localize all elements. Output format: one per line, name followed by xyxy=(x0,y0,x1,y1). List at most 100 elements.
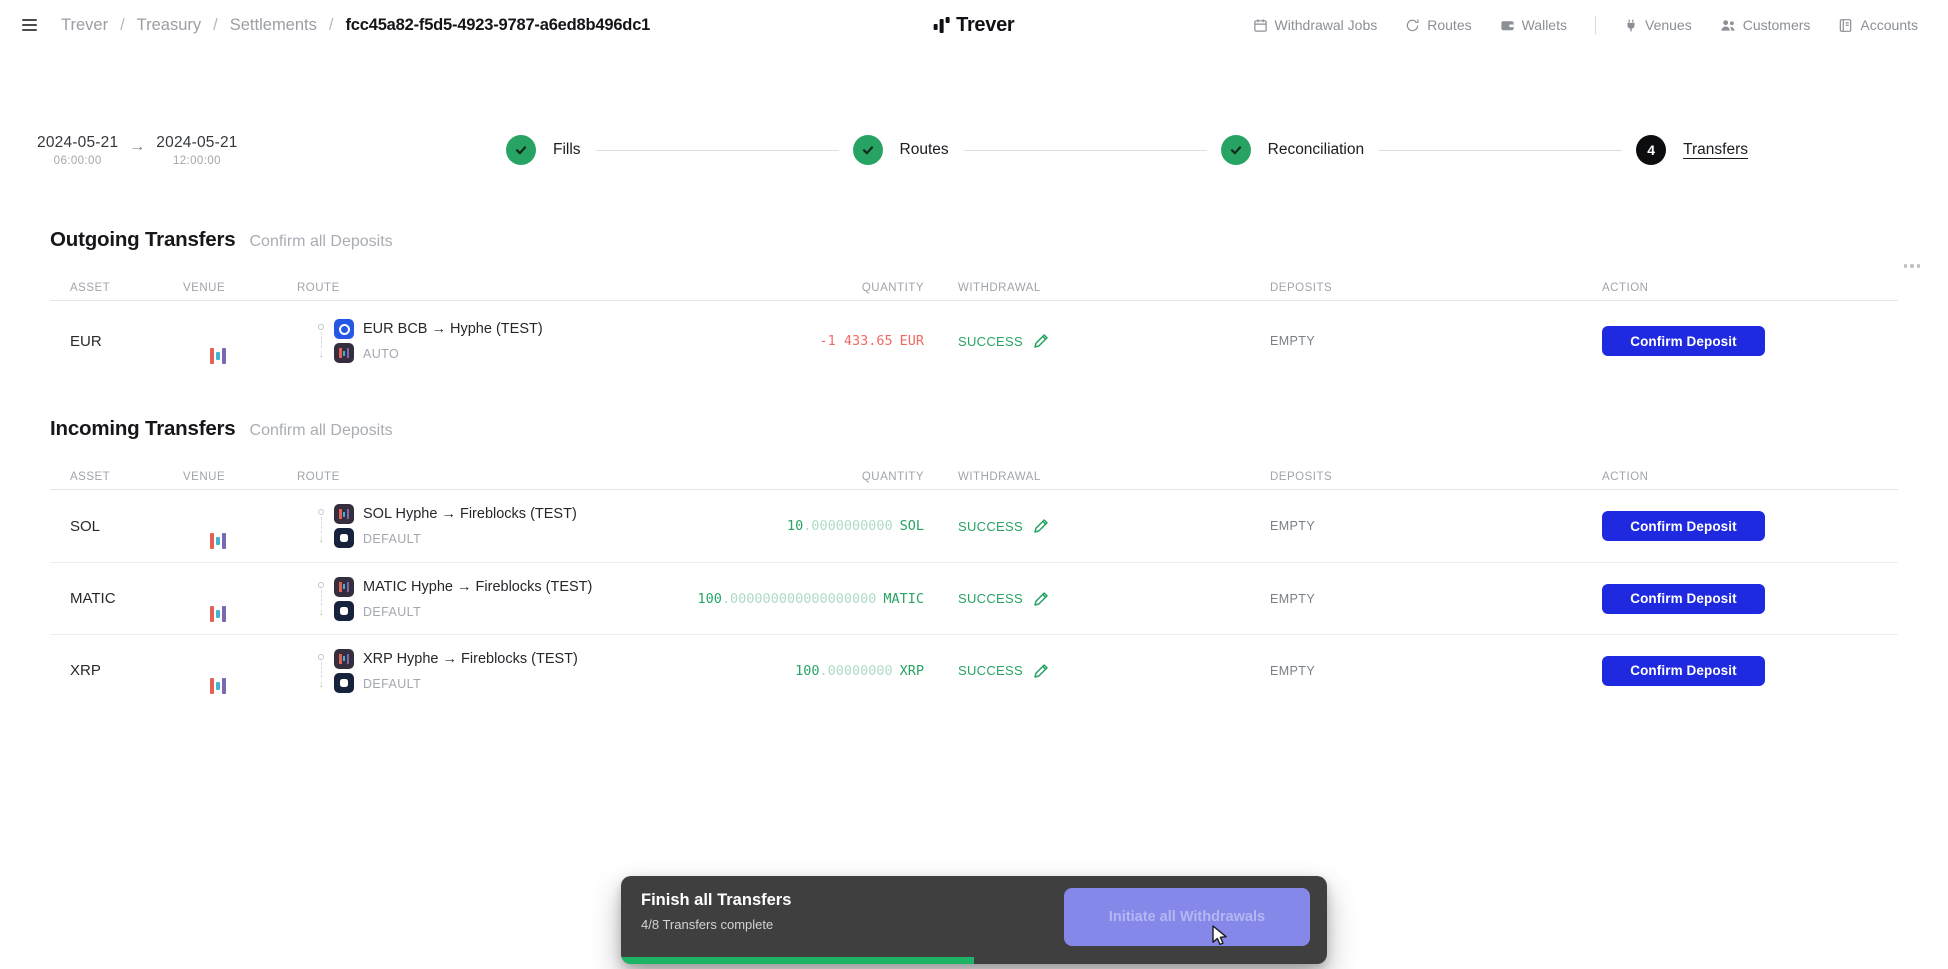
breadcrumb-item-trever[interactable]: Trever xyxy=(61,15,109,34)
nav-item-routes[interactable]: Routes xyxy=(1405,17,1472,33)
fireblocks-icon xyxy=(334,600,354,621)
column-header-venue: VENUE xyxy=(183,470,226,483)
deposits-status: EMPTY xyxy=(1270,334,1316,348)
ledger-book-icon xyxy=(1838,18,1853,33)
quantity-zeros: .00000000 xyxy=(819,662,893,679)
quantity-unit: EUR xyxy=(899,333,924,349)
route-journey-icon: ↓ xyxy=(317,577,325,621)
nav-divider xyxy=(1595,16,1596,34)
route-icons xyxy=(334,504,354,548)
step-label: Routes xyxy=(899,141,949,158)
toast-progress-track xyxy=(621,957,1327,964)
route-cell: ↓ EUR BCB → Hyphe (TEST) AUTO xyxy=(297,319,694,363)
more-options-icon[interactable] xyxy=(1903,264,1920,268)
deposits-status: EMPTY xyxy=(1270,663,1316,678)
column-header-deposits: DEPOSITS xyxy=(1270,470,1333,483)
action-cell: Confirm Deposit xyxy=(1600,511,1898,541)
action-cell: Confirm Deposit xyxy=(1600,655,1898,686)
step-connector xyxy=(963,149,1207,151)
column-header-withdrawal: WITHDRAWAL xyxy=(958,281,1041,294)
route-journey-icon: ↓ xyxy=(317,504,325,548)
edit-pencil-icon[interactable] xyxy=(1032,590,1050,608)
step-fills[interactable]: Fills xyxy=(506,135,581,165)
hyphe-icon xyxy=(334,576,354,597)
nav-item-accounts[interactable]: Accounts xyxy=(1838,17,1918,33)
step-label: Fills xyxy=(553,141,581,158)
edit-pencil-icon[interactable] xyxy=(1032,332,1050,350)
withdrawal-cell: SUCCESS xyxy=(958,662,1270,680)
quantity-value: 100.000000000000000000 MATIC xyxy=(694,591,958,607)
people-icon xyxy=(1720,18,1736,33)
confirm-deposit-button[interactable]: Confirm Deposit xyxy=(1602,326,1765,356)
quantity-main: 100 xyxy=(697,590,722,607)
confirm-all-deposits-link[interactable]: Confirm all Deposits xyxy=(249,422,393,439)
breadcrumb: Trever / Treasury / Settlements / fcc45a… xyxy=(61,16,650,35)
confirm-deposit-button[interactable]: Confirm Deposit xyxy=(1602,511,1765,541)
nav-item-customers[interactable]: Customers xyxy=(1720,17,1810,33)
breadcrumb-separator: / xyxy=(120,15,125,34)
check-circle-icon xyxy=(506,135,536,165)
nav-item-withdrawal-jobs[interactable]: Withdrawal Jobs xyxy=(1253,17,1377,33)
to-date: 2024-05-21 xyxy=(156,133,238,151)
trever-logo[interactable]: Trever xyxy=(933,14,1015,37)
column-header-deposits: DEPOSITS xyxy=(1270,281,1333,294)
initiate-all-withdrawals-button[interactable]: Initiate all Withdrawals xyxy=(1064,888,1310,946)
toast-progress-fill xyxy=(621,957,974,964)
route-text: XRP Hyphe → Fireblocks (TEST) DEFAULT xyxy=(363,650,578,692)
edit-pencil-icon[interactable] xyxy=(1032,662,1050,680)
column-header-quantity: QUANTITY xyxy=(861,470,924,483)
nav-label: Wallets xyxy=(1521,17,1567,33)
main-content: Outgoing Transfers Confirm all Deposits … xyxy=(50,210,1898,706)
withdrawal-status: SUCCESS xyxy=(958,518,1023,534)
route-text: MATIC Hyphe → Fireblocks (TEST) DEFAULT xyxy=(363,578,592,620)
route-mode: DEFAULT xyxy=(363,532,422,546)
arrow-right-icon: → xyxy=(129,138,146,155)
column-header-asset: ASSET xyxy=(70,470,111,483)
step-label[interactable]: Transfers xyxy=(1683,141,1748,158)
hamburger-menu-icon[interactable] xyxy=(22,19,37,31)
asset-label: XRP xyxy=(70,662,101,679)
confirm-deposit-button[interactable]: Confirm Deposit xyxy=(1602,583,1765,614)
column-header-route: ROUTE xyxy=(297,470,340,483)
nav-item-venues[interactable]: Venues xyxy=(1624,17,1692,33)
breadcrumb-current-settlement-id: fcc45a82-f5d5-4923-9787-a6ed8b496dc1 xyxy=(345,15,651,34)
withdrawal-cell: SUCCESS xyxy=(958,517,1270,535)
time-range-to: 2024-05-21 12:00:00 xyxy=(156,134,237,167)
quantity-unit: MATIC xyxy=(883,590,924,607)
route-icons xyxy=(334,319,354,363)
table-row-eur: EUR ↓ EUR BCB → Hyphe (TEST) AUTO -1 433… xyxy=(50,301,1898,381)
quantity-value: 100.00000000 XRP xyxy=(694,663,958,679)
edit-pencil-icon[interactable] xyxy=(1032,517,1050,535)
quantity-value: -1 433.65 EUR xyxy=(694,333,958,349)
route-mode: AUTO xyxy=(363,347,400,361)
fireblocks-icon xyxy=(334,672,354,693)
confirm-deposit-button[interactable]: Confirm Deposit xyxy=(1602,655,1765,686)
route-mode: DEFAULT xyxy=(363,604,422,619)
withdrawal-cell: SUCCESS xyxy=(958,332,1270,350)
route-icons xyxy=(334,576,354,621)
withdrawal-status: SUCCESS xyxy=(958,663,1023,678)
incoming-table-header: ASSET VENUE ROUTE QUANTITY WITHDRAWAL DE… xyxy=(50,464,1898,490)
confirm-all-deposits-link[interactable]: Confirm all Deposits xyxy=(249,233,393,250)
route-text: SOL Hyphe → Fireblocks (TEST) DEFAULT xyxy=(363,505,577,547)
quantity-zeros: .000000000000000000 xyxy=(721,590,877,607)
breadcrumb-separator: / xyxy=(213,15,218,34)
route-title: MATIC Hyphe → Fireblocks (TEST) xyxy=(363,578,593,595)
route-journey-icon: ↓ xyxy=(317,319,325,363)
step-transfers[interactable]: 4 Transfers xyxy=(1636,135,1748,165)
quantity-unit: XRP xyxy=(899,662,924,679)
asset-label: SOL xyxy=(70,517,101,535)
route-cell: ↓ XRP Hyphe → Fireblocks (TEST) DEFAULT xyxy=(297,648,694,693)
topbar: Trever / Treasury / Settlements / fcc45a… xyxy=(0,0,1948,50)
breadcrumb-item-settlements[interactable]: Settlements xyxy=(229,15,317,34)
step-reconciliation[interactable]: Reconciliation xyxy=(1220,135,1364,165)
route-title: EUR BCB → Hyphe (TEST) xyxy=(363,321,543,337)
route-title: XRP Hyphe → Fireblocks (TEST) xyxy=(363,650,578,667)
route-journey-icon: ↓ xyxy=(317,649,325,693)
column-header-quantity: QUANTITY xyxy=(861,281,924,294)
step-routes[interactable]: Routes xyxy=(852,135,949,165)
breadcrumb-item-treasury[interactable]: Treasury xyxy=(136,15,202,34)
column-header-route: ROUTE xyxy=(297,281,340,294)
nav-item-wallets[interactable]: Wallets xyxy=(1500,17,1567,33)
check-circle-icon xyxy=(1220,135,1251,165)
